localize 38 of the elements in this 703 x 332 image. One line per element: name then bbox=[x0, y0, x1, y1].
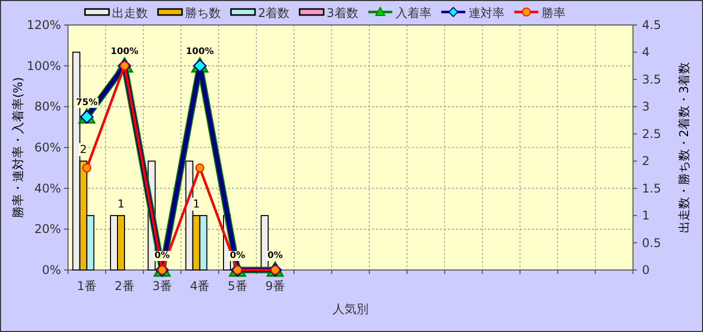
x-tick-label: 2番 bbox=[114, 279, 134, 293]
y2-tick-label: 1 bbox=[642, 208, 650, 223]
y-tick-label: 60% bbox=[34, 140, 61, 154]
y2-tick-label: 2.5 bbox=[642, 126, 662, 141]
data-label: 0% bbox=[154, 251, 171, 261]
y2-tick-label: 0 bbox=[642, 263, 650, 277]
y-tick-label: 120% bbox=[26, 18, 61, 32]
legend-label: 2着数 bbox=[258, 6, 290, 20]
legend-label: 入着率 bbox=[395, 6, 432, 20]
legend-label: 連対率 bbox=[468, 6, 504, 20]
x-tick-label: 5番 bbox=[228, 279, 248, 293]
x-tick-label: 1番 bbox=[77, 279, 97, 293]
y2-axis-title: 出走数・勝ち数・2着数・3着数 bbox=[677, 62, 691, 234]
x-tick-label: 3番 bbox=[152, 279, 172, 293]
y-tick-label: 0% bbox=[42, 263, 61, 277]
y2-tick-label: 3 bbox=[642, 100, 650, 114]
legend-label: 出走数 bbox=[112, 6, 148, 20]
x-tick-label: 9番 bbox=[265, 279, 285, 293]
y-tick-label: 80% bbox=[34, 100, 61, 114]
data-label: 1 bbox=[116, 198, 126, 211]
legend-label: 3着数 bbox=[326, 6, 358, 20]
data-label: 0% bbox=[228, 251, 246, 261]
y2-tick-label: 4 bbox=[642, 45, 650, 60]
y2-tick-label: 1.5 bbox=[642, 181, 662, 196]
y-tick-label: 20% bbox=[34, 222, 61, 236]
y2-tick-label: 2 bbox=[642, 154, 650, 168]
y2-tick-label: 4.5 bbox=[642, 18, 662, 32]
x-tick-label: 4番 bbox=[190, 279, 210, 293]
y2-tick-label: 3.5 bbox=[642, 72, 662, 86]
x-axis-title: 人気別 bbox=[332, 302, 368, 316]
y2-tick-label: 0.5 bbox=[642, 236, 662, 250]
data-label: 75% bbox=[75, 98, 99, 108]
y-axis-title: 勝率・連対率・入着率(%) bbox=[11, 77, 25, 218]
legend-label: 勝率 bbox=[541, 6, 566, 20]
data-label: 0% bbox=[266, 251, 284, 261]
legend-label: 勝ち数 bbox=[185, 6, 221, 20]
y-tick-label: 40% bbox=[34, 181, 61, 196]
y-tick-label: 100% bbox=[26, 58, 61, 73]
